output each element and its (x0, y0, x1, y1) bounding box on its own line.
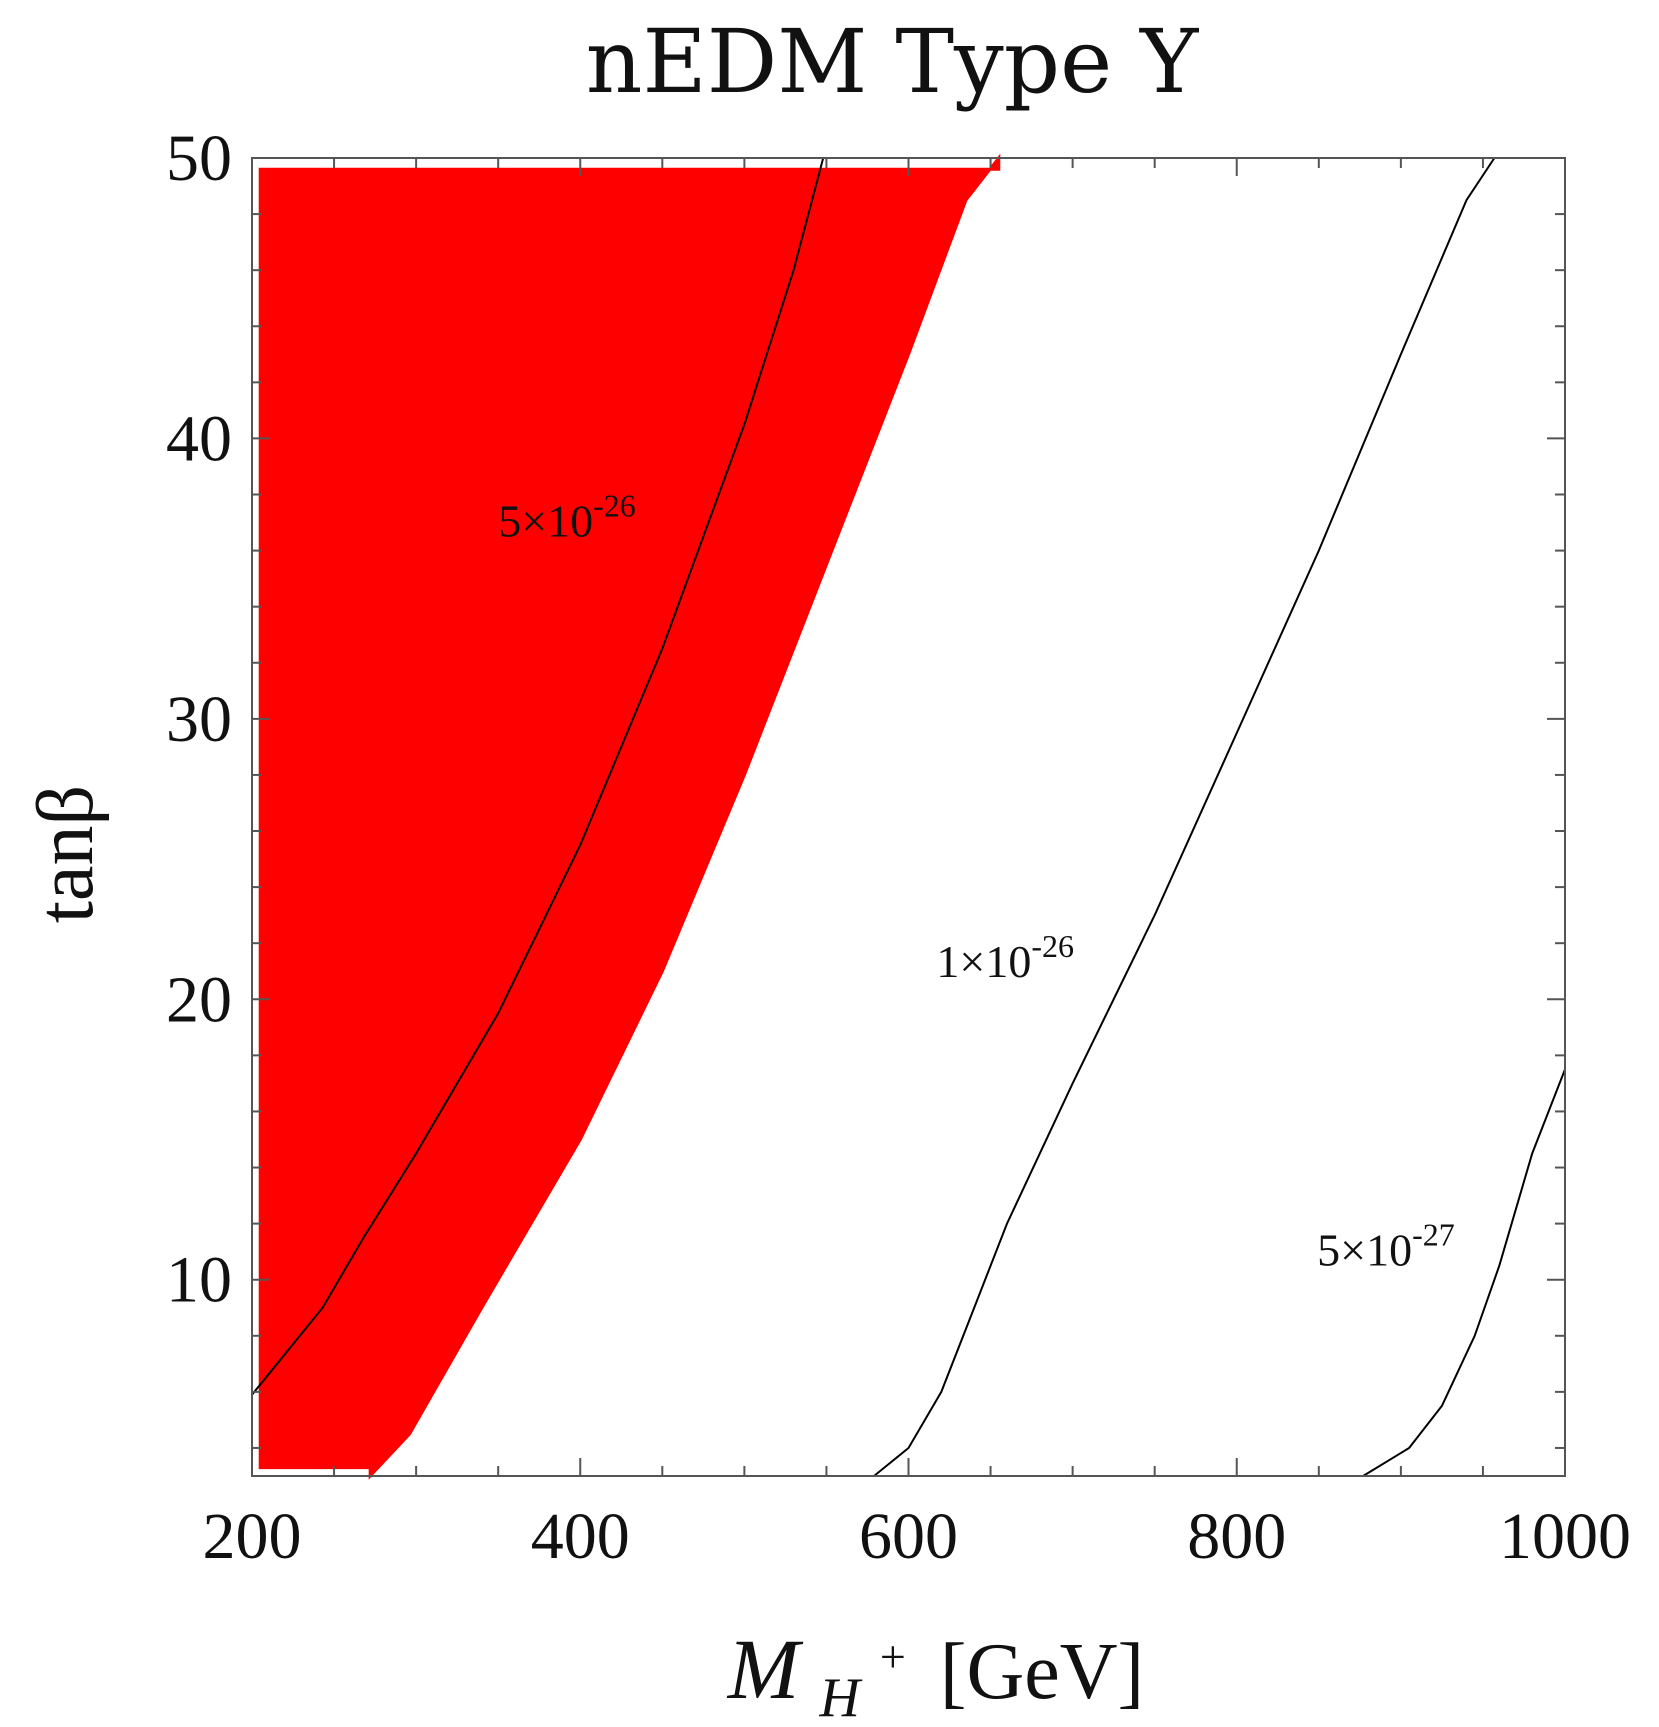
contour-line-1 (251, 157, 825, 1396)
contour-label-1: 5×10-26 (498, 488, 636, 547)
contour-layer (251, 157, 1566, 1477)
contour-label-2: 1×10-26 (936, 928, 1074, 987)
x-axis-label-main: M (726, 1621, 804, 1717)
x-tick-label: 600 (859, 1500, 958, 1573)
x-axis-label-sup: + (880, 1631, 906, 1682)
x-tick-label: 200 (203, 1500, 302, 1573)
y-axis-label: tanβ (22, 785, 110, 923)
chart-title: nEDM Type Y (586, 10, 1199, 113)
x-tick-label: 1000 (1499, 1500, 1631, 1573)
y-tick-label: 30 (166, 683, 232, 756)
y-tick-label: 10 (166, 1244, 232, 1317)
contour-line-2 (873, 157, 1496, 1477)
contour-line-3 (1362, 1069, 1566, 1477)
excluded-region (258, 153, 1001, 1480)
y-tick-label: 40 (166, 402, 232, 475)
x-axis-label-sub: H (818, 1667, 862, 1727)
contour-label-exponent: -27 (1412, 1217, 1455, 1253)
x-tick-label: 800 (1187, 1500, 1286, 1573)
contour-label-base: 5×10 (498, 496, 593, 547)
contour-label-3: 5×10-27 (1317, 1217, 1455, 1276)
contour-label-base: 1×10 (936, 936, 1031, 987)
contour-label-exponent: -26 (1031, 928, 1074, 964)
ticks-layer (251, 157, 1566, 1476)
x-tick-label: 400 (531, 1500, 630, 1573)
excluded-region-layer (258, 153, 1001, 1480)
x-axis-label-unit: [GeV] (940, 1628, 1144, 1716)
x-axis-label: M H + [GeV] (726, 1602, 1144, 1727)
y-tick-label: 20 (166, 963, 232, 1036)
y-tick-label: 50 (166, 122, 232, 195)
contour-label-base: 5×10 (1317, 1225, 1412, 1276)
contour-label-exponent: -26 (593, 488, 636, 524)
